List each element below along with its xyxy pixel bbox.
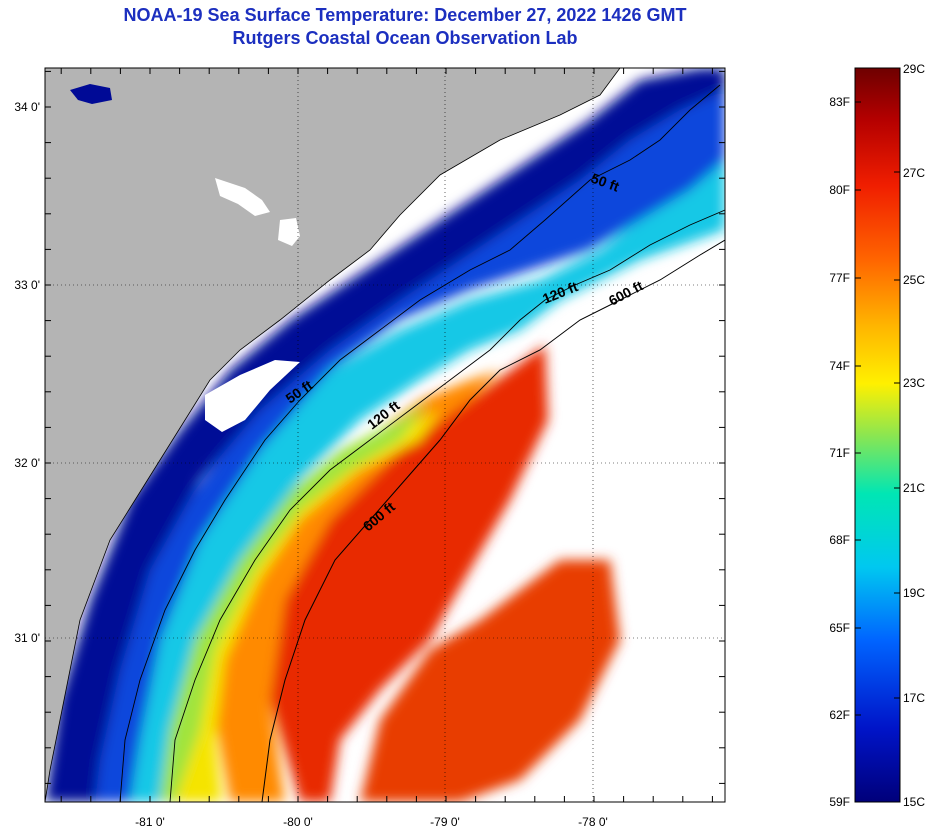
colorbar <box>854 67 901 803</box>
colorbar-label-80f: 80F <box>829 183 850 197</box>
lat-label-32: 32 0' <box>14 456 40 470</box>
coastal-white-area <box>205 360 300 432</box>
lon-label-78: -78 0' <box>578 815 608 829</box>
sst-red-band <box>270 345 548 802</box>
cloud-patch-2 <box>278 218 300 246</box>
lat-label-31: 31 0' <box>14 631 40 645</box>
map-image <box>45 68 725 802</box>
colorbar-label-77f: 77F <box>829 271 850 285</box>
colorbar-label-74f: 74F <box>829 359 850 373</box>
lake <box>70 84 112 104</box>
colorbar-label-17c: 17C <box>903 691 925 705</box>
isobath-120ft <box>169 209 725 802</box>
colorbar-label-59f: 59F <box>829 795 850 809</box>
colorbar-label-71f: 71F <box>829 446 850 460</box>
map-ticks <box>45 68 725 802</box>
map-frame <box>44 67 726 803</box>
colorbar-label-65f: 65F <box>829 621 850 635</box>
colorbar-label-21c: 21C <box>903 481 925 495</box>
sst-blue-band <box>95 85 725 802</box>
map-subtitle: Rutgers Coastal Ocean Observation Lab <box>232 28 578 48</box>
coastline <box>45 68 621 802</box>
colorbar-label-15c: 15C <box>903 795 925 809</box>
map-title: NOAA-19 Sea Surface Temperature: Decembe… <box>123 5 687 25</box>
lat-label-34: 34 0' <box>14 100 40 114</box>
colorbar-label-23c: 23C <box>903 376 925 390</box>
isobath-600ft <box>261 239 725 802</box>
sst-red-patches <box>360 560 620 802</box>
lon-label-81: -81 0' <box>135 815 165 829</box>
colorbar-label-62f: 62F <box>829 708 850 722</box>
colorbar-label-19c: 19C <box>903 586 925 600</box>
isobath-50ft <box>119 84 721 802</box>
sst-navy-band <box>45 68 725 802</box>
land-mass <box>45 68 620 802</box>
colorbar-label-68f: 68F <box>829 533 850 547</box>
cloud-patch <box>215 178 270 216</box>
lat-label-33: 33 0' <box>14 278 40 292</box>
colorbar-label-83f: 83F <box>829 95 850 109</box>
lon-label-80: -80 0' <box>283 815 313 829</box>
colorbar-label-27c: 27C <box>903 166 925 180</box>
colorbar-ticks <box>855 101 900 716</box>
colorbar-label-29c: 29C <box>903 62 925 76</box>
colorbar-label-25c: 25C <box>903 273 925 287</box>
lon-label-79: -79 0' <box>430 815 460 829</box>
